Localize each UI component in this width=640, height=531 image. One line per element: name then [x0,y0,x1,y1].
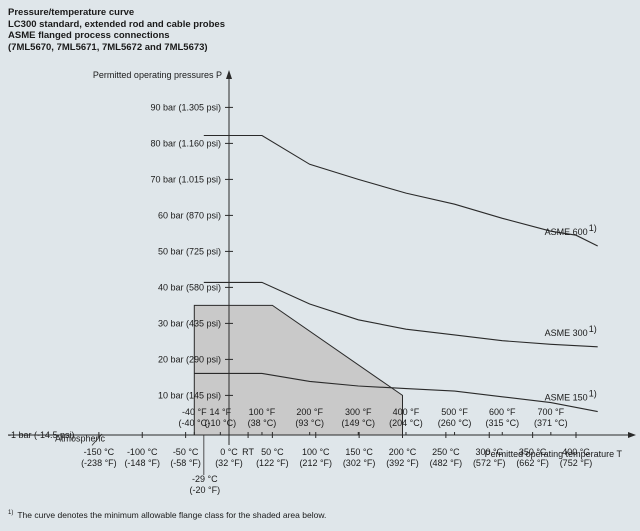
footnote: 1) The curve denotes the minimum allowabl… [8,510,326,520]
y-tick-label: 50 bar (725 psi) [158,246,221,256]
chart-title: Pressure/temperature curve [8,7,135,18]
x-tick-top-label-c: (93 °C) [295,418,324,428]
x-tick-label-f: (32 °F) [215,458,243,468]
y-axis-label: Permitted operating pressures P [93,70,222,80]
x-tick-label-c: 200 °C [389,447,417,457]
series-line-asme-150 [194,372,598,413]
y-tick-label: -1 bar (-14.5 psi) [8,430,75,440]
x-tick-label-c: -50 °C [173,447,199,457]
series-line-asme-300 [203,281,598,348]
x-tick-label-c: 400 °C [562,447,590,457]
y-axis-arrow [226,70,232,79]
chart-subtitle-3: (7ML5670, 7ML5671, 7ML5672 and 7ML5673) [8,41,208,53]
x-tick-label-f: (392 °F) [386,458,419,468]
x-tick-label-c: 150 °C [345,447,373,457]
x-tick-label-f: (212 °F) [299,458,332,468]
atmospheric-label: Atmospheric [55,433,106,443]
y-tick-label: 30 bar (435 psi) [158,318,221,328]
x-tick-top-label-c: (-10 °C) [205,418,237,428]
x-axis-arrow [628,432,636,438]
x-tick-label-c: 250 °C [432,447,460,457]
y-tick-label: 70 bar (1.015 psi) [150,174,221,184]
series-label-sup: 1) [589,389,597,399]
y-tick-label: 10 bar (145 psi) [158,390,221,400]
footnote-text: The curve denotes the minimum allowable … [17,510,327,520]
x-tick-top-label-f: 14 °F [210,407,232,417]
y-tick-label: 40 bar (580 psi) [158,282,221,292]
series-label: ASME 300 [545,328,588,338]
x-tick-top-label-f: 200 °F [296,407,323,417]
footnote-marker: 1) [8,510,14,517]
x-tick-top-label-c: (149 °C) [341,418,375,428]
x-tick-top-label-c: (-40 °C) [178,418,210,428]
x-tick-label-f: (122 °F) [256,458,289,468]
x-tick-top-label-f: -40 °F [182,407,207,417]
extra-tick-label-f: (-20 °F) [190,485,221,495]
x-axis-label: Permitted operating temperature T [485,449,623,459]
atmospheric-pointer [91,433,103,446]
x-tick-top-label-f: 400 °F [393,407,420,417]
y-tick-label: 60 bar (870 psi) [158,210,221,220]
x-tick-label-c: 100 °C [302,447,330,457]
x-tick-label-c: 350 °C [519,447,547,457]
x-tick-label-f: (752 °F) [560,458,593,468]
x-tick-label-c: 50 °C [261,447,284,457]
series-label-sup: 1) [589,223,597,233]
chart-header: Pressure/temperature curve LC300 standar… [8,7,225,53]
x-tick-top-label-c: (315 °C) [485,418,519,428]
x-tick-label-f: (-58 °F) [170,458,201,468]
x-tick-top-label-f: 100 °F [249,407,276,417]
x-tick-label-c: RT [242,447,254,457]
x-tick-top-label-c: (260 °C) [438,418,472,428]
x-tick-top-label-f: 300 °F [345,407,372,417]
x-tick-label-c: -100 °C [127,447,158,457]
x-tick-label-c: -150 °C [84,447,115,457]
x-tick-label-f: (302 °F) [343,458,376,468]
x-tick-label-c: 300 °C [475,447,503,457]
x-tick-label-c: 0 °C [220,447,238,457]
y-tick-label: 90 bar (1.305 psi) [150,102,221,112]
x-tick-label-f: (-148 °F) [124,458,160,468]
x-tick-label-f: (482 °F) [430,458,463,468]
extra-tick-label-c: -29 °C [192,474,218,484]
series-label-sup: 1) [589,324,597,334]
series-label: ASME 150 [545,393,588,403]
chart-subtitle-1: LC300 standard, extended rod and cable p… [8,18,225,30]
x-tick-top-label-f: 500 °F [441,407,468,417]
x-tick-top-label-c: (371 °C) [534,418,568,428]
x-tick-top-label-f: 600 °F [489,407,516,417]
x-tick-label-f: (-238 °F) [81,458,117,468]
x-tick-label-f: (662 °F) [516,458,549,468]
y-tick-label: 20 bar (290 psi) [158,354,221,364]
series-line-asme-600 [203,134,598,247]
x-tick-label-f: (572 °F) [473,458,506,468]
x-tick-top-label-f: 700 °F [538,407,565,417]
x-tick-top-label-c: (38 °C) [248,418,277,428]
x-tick-top-label-c: (204 °C) [389,418,423,428]
chart-subtitle-2: ASME flanged process connections [8,30,170,41]
y-tick-label: 80 bar (1.160 psi) [150,138,221,148]
series-label: ASME 600 [545,227,588,237]
